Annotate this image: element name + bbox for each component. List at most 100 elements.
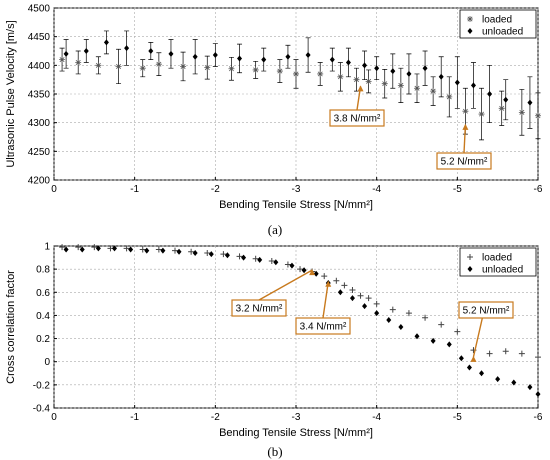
- data-point-loaded: [373, 300, 380, 307]
- data-point-loaded: [535, 354, 541, 361]
- y-tick-label: 4350: [28, 90, 51, 101]
- data-point-unloaded: [479, 370, 485, 377]
- data-point-loaded: [333, 277, 340, 284]
- annotation-arrow: [322, 281, 329, 319]
- data-point-unloaded: [487, 91, 493, 97]
- legend-marker-loaded: [467, 16, 473, 22]
- data-point-loaded: [204, 64, 211, 71]
- data-point-unloaded: [430, 337, 436, 344]
- data-point-loaded: [139, 65, 146, 72]
- data-point-loaded: [357, 292, 364, 299]
- data-point-unloaded: [398, 324, 404, 330]
- data-point-unloaded: [63, 246, 69, 253]
- data-point-unloaded: [535, 391, 541, 398]
- legend-label-loaded: loaded: [482, 253, 512, 264]
- data-point-loaded: [297, 266, 304, 273]
- annotation-text: 5.2 N/mm²: [463, 306, 510, 317]
- y-ticks-a: 4200 4250 4300 4350 4400 4450 4500: [28, 4, 57, 187]
- annotation-text: 3.8 N/mm²: [334, 114, 381, 125]
- x-tick-label: -2: [211, 184, 220, 195]
- data-point-unloaded: [124, 45, 130, 52]
- y-tick-label: 4450: [28, 32, 51, 43]
- x-tick-label: -3: [292, 184, 301, 195]
- data-point-unloaded: [144, 247, 150, 254]
- x-tick-label: -4: [372, 412, 381, 423]
- data-point-loaded: [478, 111, 485, 118]
- data-point-unloaded: [160, 247, 166, 254]
- series-a: [59, 30, 541, 141]
- annotation-box: [329, 109, 385, 127]
- data-point-loaded: [59, 56, 66, 63]
- data-point-unloaded: [168, 50, 174, 57]
- data-point-loaded: [139, 246, 146, 253]
- x-tick-label: -5: [453, 412, 462, 423]
- data-point-loaded: [268, 258, 275, 265]
- data-point-loaded: [535, 112, 541, 119]
- data-point-unloaded: [241, 254, 247, 261]
- data-point-loaded: [518, 109, 525, 116]
- data-point-loaded: [220, 251, 227, 258]
- data-point-loaded: [397, 82, 404, 89]
- annotation-box: [295, 317, 351, 335]
- legend-marker-loaded: [467, 254, 473, 260]
- data-point-unloaded: [527, 99, 533, 106]
- panel-label-a: (a): [268, 222, 282, 237]
- data-point-unloaded: [511, 379, 517, 386]
- x-axis-label-a: Bending Tensile Stress [N/mm²]: [219, 199, 373, 211]
- data-point-loaded: [276, 68, 283, 75]
- annotations-a: 3.8 N/mm² 5.2 N/mm²: [329, 85, 492, 170]
- data-point-unloaded: [374, 65, 380, 72]
- data-point-loaded: [180, 63, 187, 70]
- data-point-unloaded: [305, 52, 311, 59]
- data-point-unloaded: [103, 39, 109, 46]
- data-point-loaded: [284, 261, 291, 268]
- data-point-unloaded: [329, 56, 335, 63]
- data-point-unloaded: [390, 68, 396, 75]
- data-point-loaded: [155, 246, 162, 253]
- data-point-loaded: [321, 273, 328, 280]
- data-point-unloaded: [438, 73, 444, 80]
- annotations-b: 3.2 N/mm² 3.4 N/mm² 5.2 N/mm²: [231, 269, 514, 362]
- annotation-box: [436, 152, 492, 170]
- data-point-unloaded: [406, 70, 412, 77]
- data-point-unloaded: [208, 251, 214, 258]
- data-point-loaded: [405, 310, 412, 317]
- x-tick-label: 0: [51, 184, 57, 195]
- y-tick-label: 4300: [28, 118, 51, 129]
- y-tick-label: 4400: [28, 61, 51, 72]
- data-point-loaded: [430, 88, 437, 95]
- data-point-unloaded: [192, 249, 198, 256]
- x-tick-label: -1: [130, 184, 139, 195]
- data-point-loaded: [75, 244, 82, 251]
- data-point-loaded: [353, 76, 360, 83]
- data-point-loaded: [123, 245, 130, 252]
- y-tick-label: 0.6: [36, 288, 50, 299]
- data-point-unloaded: [495, 376, 501, 383]
- data-point-loaded: [252, 66, 259, 73]
- data-point-unloaded: [422, 65, 428, 72]
- series-unloaded: [63, 245, 541, 398]
- data-point-unloaded: [289, 262, 295, 269]
- annotation-text: 3.4 N/mm²: [300, 322, 347, 333]
- data-point-loaded: [115, 63, 122, 70]
- legend-label-unloaded: unloaded: [482, 265, 523, 276]
- x-tick-label: 0: [51, 412, 57, 423]
- annotation-text: 3.2 N/mm²: [236, 304, 283, 315]
- data-point-unloaded: [454, 79, 460, 86]
- data-point-loaded: [155, 61, 162, 68]
- legend-box: [459, 247, 537, 277]
- data-point-unloaded: [79, 246, 85, 253]
- data-point-unloaded: [148, 48, 154, 54]
- data-point-loaded: [365, 295, 372, 302]
- data-point-unloaded: [337, 289, 343, 296]
- data-point-unloaded: [112, 245, 117, 252]
- data-point-loaded: [172, 247, 178, 254]
- y-tick-label: 0.8: [36, 265, 50, 276]
- data-point-unloaded: [257, 256, 263, 263]
- x-tick-label: -4: [372, 184, 381, 195]
- data-point-unloaded: [176, 248, 182, 255]
- grid-a: [53, 7, 539, 181]
- legend-marker-unloaded: [467, 28, 473, 34]
